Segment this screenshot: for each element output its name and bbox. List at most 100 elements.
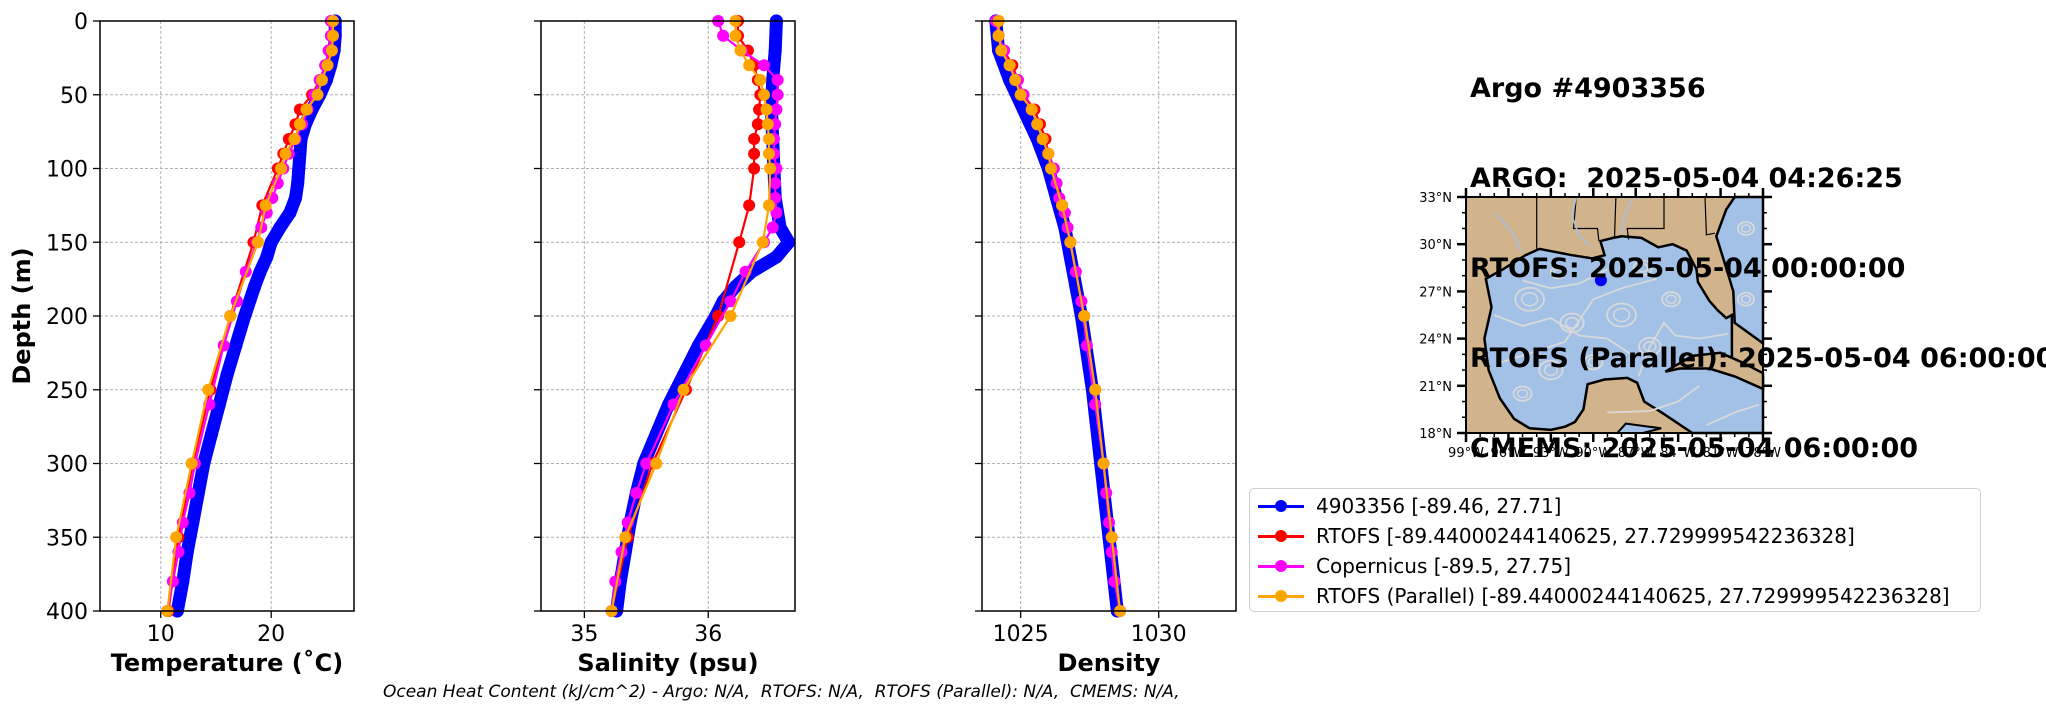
legend-label: 4903356 [-89.46, 27.71]: [1316, 494, 1562, 518]
y-tick-label: 0: [74, 10, 88, 35]
data-point: [264, 235, 278, 249]
map-lat-label: 21°N: [1419, 380, 1452, 395]
current-streamline: [1538, 359, 1564, 381]
data-point: [770, 206, 783, 219]
data-point: [259, 199, 272, 212]
data-point: [1089, 398, 1102, 411]
data-point: [1036, 133, 1049, 145]
map-frame: [1465, 196, 1764, 434]
data-point: [766, 221, 779, 234]
data-point: [1064, 236, 1077, 249]
data-point: [782, 235, 796, 249]
data-point: [293, 118, 306, 131]
current-streamline: [1606, 302, 1637, 328]
data-point: [1108, 575, 1121, 588]
x-tick-label: 1025: [993, 622, 1049, 647]
legend-label: RTOFS [-89.44000244140625, 27.7299995422…: [1316, 524, 1855, 548]
map-lat-label: 30°N: [1419, 238, 1452, 253]
data-point: [769, 250, 783, 264]
current-streamline: [1740, 224, 1752, 233]
legend-swatch: [1258, 551, 1304, 581]
cmems-time: CMEMS: 2025-05-04 06:00:00: [1470, 433, 1919, 464]
plot-frame: [981, 20, 1237, 612]
current-streamline: [1637, 321, 1728, 377]
data-point: [300, 103, 313, 116]
y-axis-label: Depth (m): [8, 247, 36, 384]
data-point: [729, 29, 742, 42]
x-tick-label: 1030: [1131, 622, 1187, 647]
temperature-panel: 10 20050100150200250300350400Temperature …: [8, 10, 355, 677]
gulf-map-inset: 33°N 30°N 27°N 24°N 21°N 18°N 99°W 96°W 93°W 90°W…: [1419, 188, 1781, 461]
current-streamline: [1607, 385, 1700, 414]
data-point: [748, 147, 761, 160]
legend-swatch: [1258, 521, 1304, 551]
rtofs-parallel-time: RTOFS (Parallel): 2025-05-04 06:00:00: [1470, 343, 2046, 374]
data-point: [762, 199, 775, 212]
data-point: [733, 236, 746, 249]
plot-frame: [540, 20, 796, 612]
map-lon-label: 87°W: [1618, 446, 1654, 461]
profile-info-block: Argo #4903356 ARGO: 2025-05-04 04:26:25 …: [1470, 14, 2046, 494]
map-lon-label: 81°W: [1703, 446, 1739, 461]
current-streamline: [1643, 340, 1657, 353]
current-streamline: [1520, 292, 1539, 307]
data-point: [1089, 383, 1102, 396]
river-line: [1571, 196, 1591, 247]
data-point: [758, 59, 771, 72]
data-point: [224, 310, 237, 322]
data-point: [769, 177, 782, 190]
data-point: [191, 486, 205, 500]
data-point: [754, 74, 767, 86]
map-lon-label: 78°W: [1745, 446, 1781, 461]
current-streamline: [1587, 357, 1599, 368]
data-point: [288, 133, 301, 145]
data-point: [279, 147, 292, 160]
x-tick-label: 36: [694, 622, 722, 647]
data-point: [762, 147, 775, 160]
data-point: [640, 457, 653, 470]
legend-item-argo: 4903356 [-89.46, 27.71]: [1250, 491, 1561, 521]
data-point: [205, 427, 219, 441]
data-point: [1014, 88, 1027, 101]
data-point: [251, 236, 264, 249]
map-lat-label: 18°N: [1419, 427, 1452, 442]
data-point: [220, 368, 234, 382]
current-streamline: [1516, 388, 1529, 399]
x-axis-label: Salinity (psu): [577, 649, 758, 677]
state-border: [1626, 197, 1665, 240]
map-lon-label: 96°W: [1490, 446, 1526, 461]
data-point: [995, 44, 1008, 57]
current-streamline: [1737, 291, 1756, 307]
rtofs-time: RTOFS: 2025-05-04 00:00:00: [1470, 253, 1906, 284]
map-lon-label: 90°W: [1575, 446, 1611, 461]
data-point: [1103, 516, 1115, 529]
data-point: [248, 280, 262, 293]
current-streamline: [1665, 294, 1677, 305]
state-border: [1704, 196, 1716, 236]
data-point: [771, 74, 784, 86]
river-line: [1495, 212, 1522, 253]
data-point: [1045, 162, 1058, 175]
legend-swatch: [1258, 581, 1304, 611]
data-point: [180, 545, 194, 559]
current-streamline: [1737, 221, 1756, 236]
current-streamline: [1512, 385, 1533, 402]
data-point: [315, 74, 328, 86]
data-point: [619, 531, 632, 544]
data-point: [768, 44, 782, 57]
data-point: [734, 44, 747, 57]
river-line: [1620, 196, 1634, 234]
data-point: [761, 118, 774, 131]
data-point: [756, 236, 769, 249]
data-point: [327, 29, 340, 42]
map-lon-label: 99°W: [1448, 446, 1484, 461]
legend-item-rtofs-parallel: RTOFS (Parallel) [-89.44000244140625, 27…: [1250, 581, 1950, 611]
current-streamline: [1543, 364, 1559, 377]
data-point: [1078, 310, 1091, 322]
state-border: [1572, 196, 1600, 242]
legend-swatch: [1258, 491, 1304, 521]
current-streamline: [1522, 268, 1608, 290]
data-point: [751, 118, 764, 131]
data-point: [253, 265, 267, 279]
series-rtofs-parallel-: [161, 15, 340, 617]
